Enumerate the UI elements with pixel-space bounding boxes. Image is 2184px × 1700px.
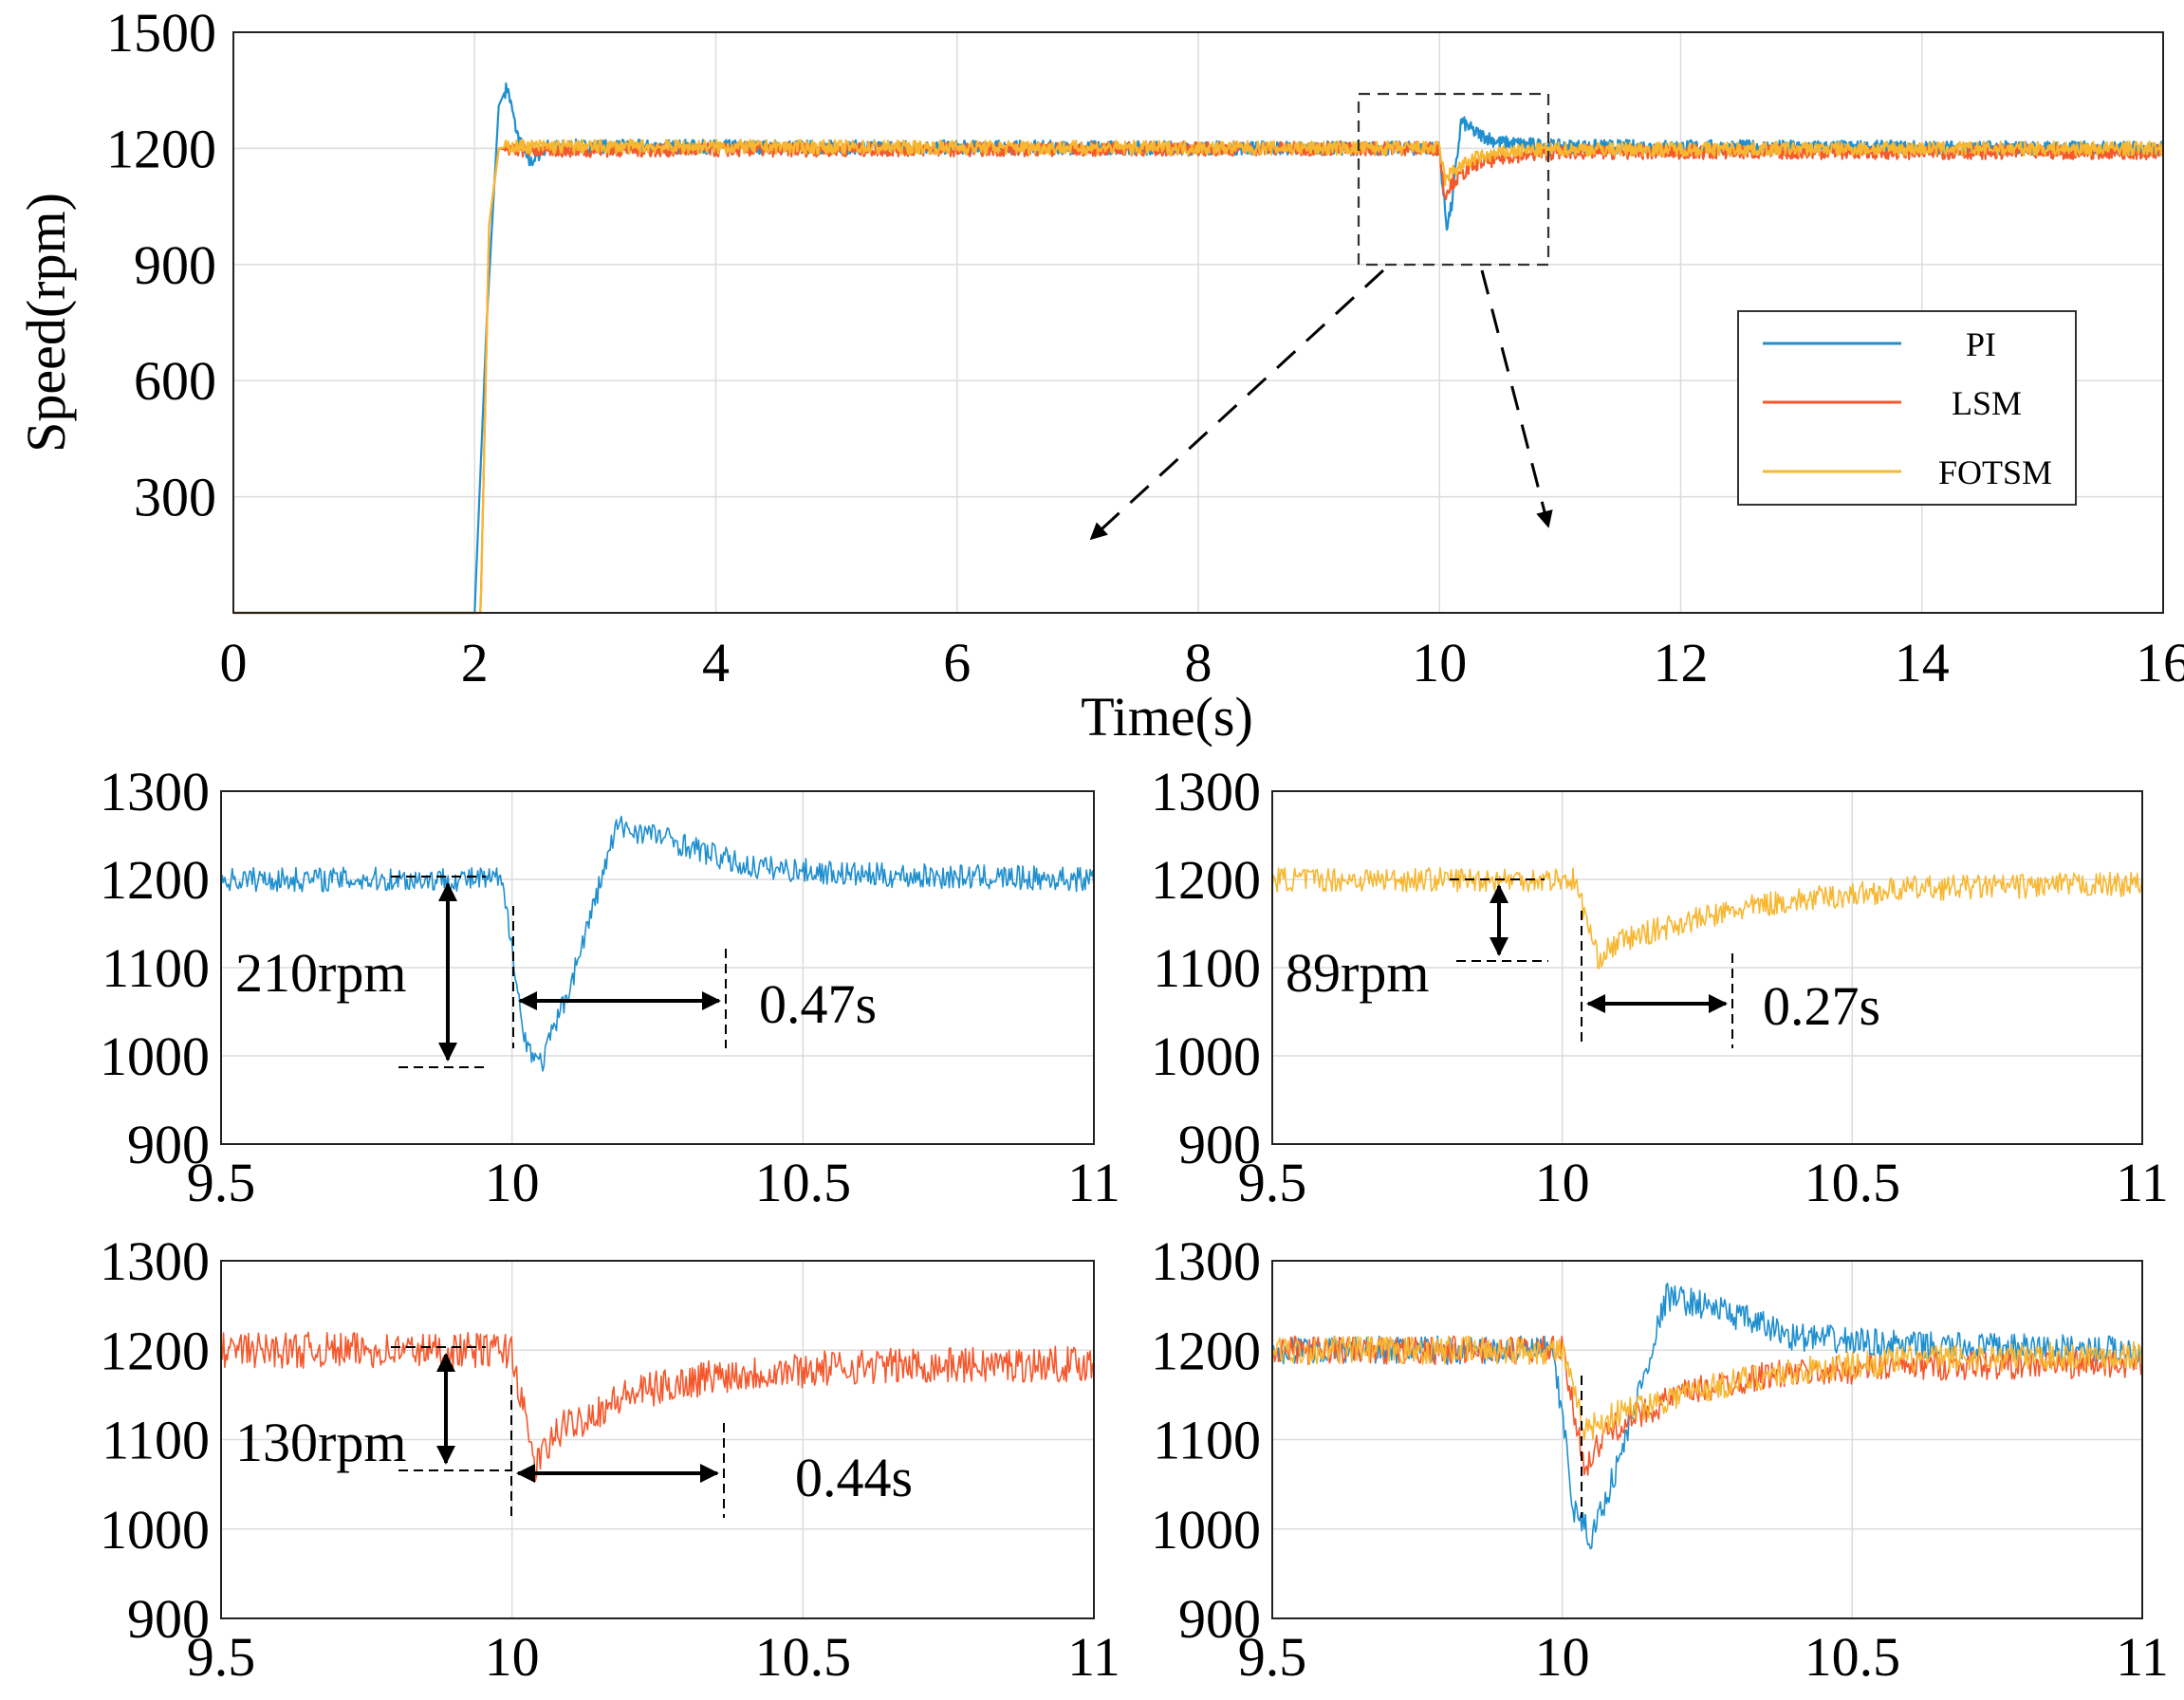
y-tick-label: 600 [134,350,216,412]
zoom-arrow-right [1480,269,1553,528]
zoom-lsm-tick-labels: 9.5 10 10.5 11 1300 1200 1100 1000 900 [100,1230,1120,1688]
x-tick-label: 9.5 [187,1626,256,1688]
x-tick-label: 10 [1412,632,1467,693]
x-tick-label: 16 [2136,632,2184,693]
lsm-drop-label: 130rpm [235,1412,406,1473]
y-tick-label: 1200 [1151,1320,1261,1381]
x-tick-label: 10 [1535,1626,1590,1688]
zoom-fotsm-chart: 9.5 10 10.5 11 1300 1200 1100 1000 900 89rpm 0.2… [1151,761,2169,1213]
y-tick-label: 1100 [1153,1410,1261,1471]
x-tick-label: 4 [702,632,730,693]
x-tick-label: 10 [485,1152,540,1213]
pi-drop-label: 210rpm [235,942,406,1004]
zoom-fotsm-series-group [1271,866,2143,970]
x-tick-label: 12 [1654,632,1709,693]
zoom-fotsm-frame [1271,790,2143,1145]
y-tick-label: 1300 [1151,761,1261,822]
legend-label-lsm: LSM [1952,384,2022,422]
fotsm-drop-label: 89rpm [1286,942,1429,1004]
y-tick-label: 1300 [100,761,210,822]
main-xlabel: Time(s) [1081,686,1253,748]
x-tick-label: 10 [485,1626,540,1688]
y-tick-label: 1200 [1151,849,1261,911]
x-tick-label: 11 [1067,1152,1120,1213]
zoom-arrow-left [1089,268,1385,541]
x-tick-label: 0 [220,632,248,693]
zoom-pi-series-group [220,815,1095,1072]
y-tick-label: 1100 [102,1410,210,1471]
zoom-compare-series-group [1271,1283,2143,1550]
zoom-region-box [1357,92,1550,267]
y-tick-label: 900 [1178,1588,1261,1650]
series-line-lsm [220,1331,1095,1483]
x-tick-label: 9.5 [1238,1152,1307,1213]
series-line-fotsm [232,139,2165,615]
zoom-pi-tick-labels: 9.5 10 10.5 11 1300 1200 1100 1000 900 [100,761,1120,1213]
legend-label-fotsm: FOTSM [1938,453,2052,491]
zoom-pi-annotations: 210rpm 0.47s [235,876,877,1068]
x-tick-label: 9.5 [1238,1626,1307,1688]
y-tick-label: 1000 [1151,1026,1261,1087]
y-tick-label: 1200 [100,1320,210,1381]
x-tick-label: 10.5 [755,1626,852,1688]
zoom-lsm-frame [220,1260,1095,1619]
lsm-time-label: 0.44s [795,1447,913,1508]
series-line-fotsm [1271,866,2143,970]
x-tick-label: 11 [2116,1626,2169,1688]
y-tick-label: 1100 [1153,937,1261,999]
zoom-pi-chart: 9.5 10 10.5 11 1300 1200 1100 1000 900 210rpm 0.… [100,761,1120,1213]
zoom-compare-tick-labels: 9.5 10 10.5 11 1300 1200 1100 1000 900 [1151,1230,2169,1688]
y-tick-label: 1000 [1151,1499,1261,1561]
y-tick-label: 1100 [102,937,210,999]
y-tick-label: 900 [127,1588,210,1650]
y-tick-label: 1200 [106,118,216,179]
x-tick-label: 10.5 [755,1152,852,1213]
x-tick-label: 6 [943,632,971,693]
pi-time-label: 0.47s [759,973,877,1035]
zoom-lsm-series-group [220,1331,1095,1483]
y-tick-label: 900 [134,234,216,296]
y-tick-label: 1300 [100,1230,210,1292]
x-tick-label: 2 [461,632,489,693]
x-tick-label: 9.5 [187,1152,256,1213]
zoom-compare-grid [1271,1260,2143,1619]
x-tick-label: 10.5 [1805,1152,1901,1213]
x-tick-label: 10 [1535,1152,1590,1213]
y-tick-label: 1000 [100,1026,210,1087]
zoom-lsm-chart: 9.5 10 10.5 11 1300 1200 1100 1000 900 130rpm 0.… [100,1230,1120,1688]
zoom-fotsm-tick-labels: 9.5 10 10.5 11 1300 1200 1100 1000 900 [1151,761,2169,1213]
y-tick-label: 300 [134,467,216,528]
main-series-group [232,82,2165,615]
zoom-lsm-annotations: 130rpm 0.44s [235,1346,913,1518]
x-tick-label: 11 [1067,1626,1120,1688]
x-tick-label: 8 [1185,632,1212,693]
legend-label-pi: PI [1966,325,1996,363]
y-tick-label: 1500 [106,2,216,64]
y-tick-label: 1200 [100,849,210,911]
main-plot-frame [232,31,2164,614]
y-tick-label: 1000 [100,1499,210,1561]
series-line-fotsm [1271,1335,2143,1441]
x-tick-label: 14 [1895,632,1950,693]
fotsm-time-label: 0.27s [1763,975,1880,1037]
series-line-lsm [1271,1335,2143,1476]
zoom-compare-frame [1271,1260,2143,1619]
y-tick-label: 900 [1178,1114,1261,1175]
x-tick-label: 10.5 [1805,1626,1901,1688]
legend: PI LSM FOTSM [1737,310,2077,506]
zoom-fotsm-annotations: 89rpm 0.27s [1286,878,1880,1048]
main-chart: 0 2 4 6 8 10 12 14 16 1500 1200 900 600 300 Speed(rpm… [15,2,2184,748]
y-tick-label: 1300 [1151,1230,1261,1292]
zoom-pi-frame [220,790,1095,1145]
zoom-compare-chart: 9.5 10 10.5 11 1300 1200 1100 1000 900 [1151,1230,2169,1688]
series-line-pi [220,815,1095,1072]
y-tick-label: 900 [127,1114,210,1175]
x-tick-label: 11 [2116,1152,2169,1213]
main-ylabel: Speed(rpm) [15,193,77,453]
series-line-pi [1271,1283,2143,1550]
main-tick-labels: 0 2 4 6 8 10 12 14 16 1500 1200 900 600 300 [106,2,2184,693]
